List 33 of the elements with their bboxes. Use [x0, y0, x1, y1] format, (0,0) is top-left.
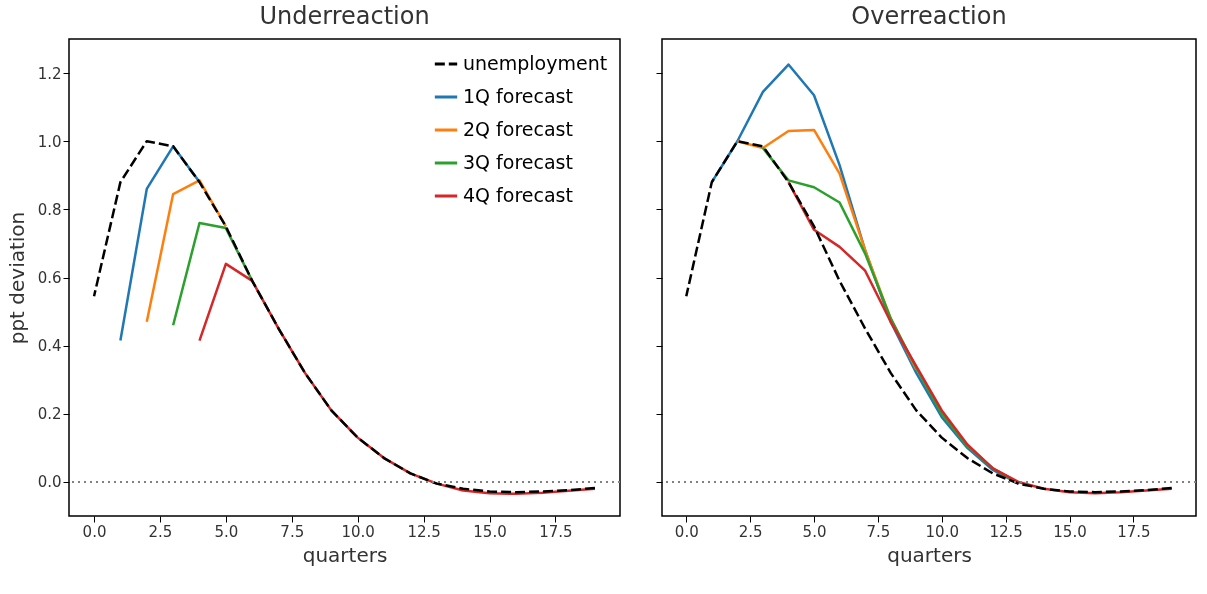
chart-title: Underreaction	[259, 2, 430, 30]
legend-label: 3Q forecast	[463, 151, 573, 173]
x-tick-label: 7.5	[280, 522, 305, 541]
legend-label: unemployment	[463, 52, 608, 74]
y-tick-label: 0.4	[37, 337, 62, 356]
x-axis-title: quarters	[302, 542, 388, 567]
x-tick-label: 15.0	[473, 522, 507, 541]
x-tick-label: 2.5	[738, 522, 763, 541]
y-tick-label: 0.6	[37, 269, 62, 287]
y-tick-label: 1.0	[37, 132, 62, 151]
x-tick-label: 12.5	[407, 522, 441, 541]
x-tick-label: 17.5	[539, 522, 573, 541]
x-tick-label: 17.5	[1117, 522, 1151, 541]
x-tick-label: 0.0	[82, 522, 107, 541]
y-tick-label: 1.2	[37, 64, 62, 83]
chart-title: Overreaction	[851, 2, 1007, 30]
x-tick-label: 10.0	[341, 522, 375, 541]
y-tick-label: 0.8	[37, 200, 62, 219]
x-tick-label: 7.5	[866, 522, 891, 541]
y-tick-label: 0.2	[37, 405, 62, 424]
x-tick-label: 12.5	[989, 522, 1023, 541]
x-tick-label: 10.0	[925, 522, 959, 541]
legend-label: 2Q forecast	[463, 118, 573, 140]
x-tick-label: 5.0	[802, 522, 827, 541]
y-tick-label: 0.0	[37, 473, 62, 492]
x-tick-label: 5.0	[214, 522, 239, 541]
legend-label: 1Q forecast	[463, 85, 573, 107]
legend-label: 4Q forecast	[463, 184, 573, 206]
x-tick-label: 0.0	[674, 522, 699, 541]
y-axis-title: ppt deviation	[4, 211, 29, 345]
x-tick-label: 15.0	[1053, 522, 1087, 541]
x-axis-title: quarters	[887, 542, 972, 567]
x-tick-label: 2.5	[148, 522, 173, 541]
